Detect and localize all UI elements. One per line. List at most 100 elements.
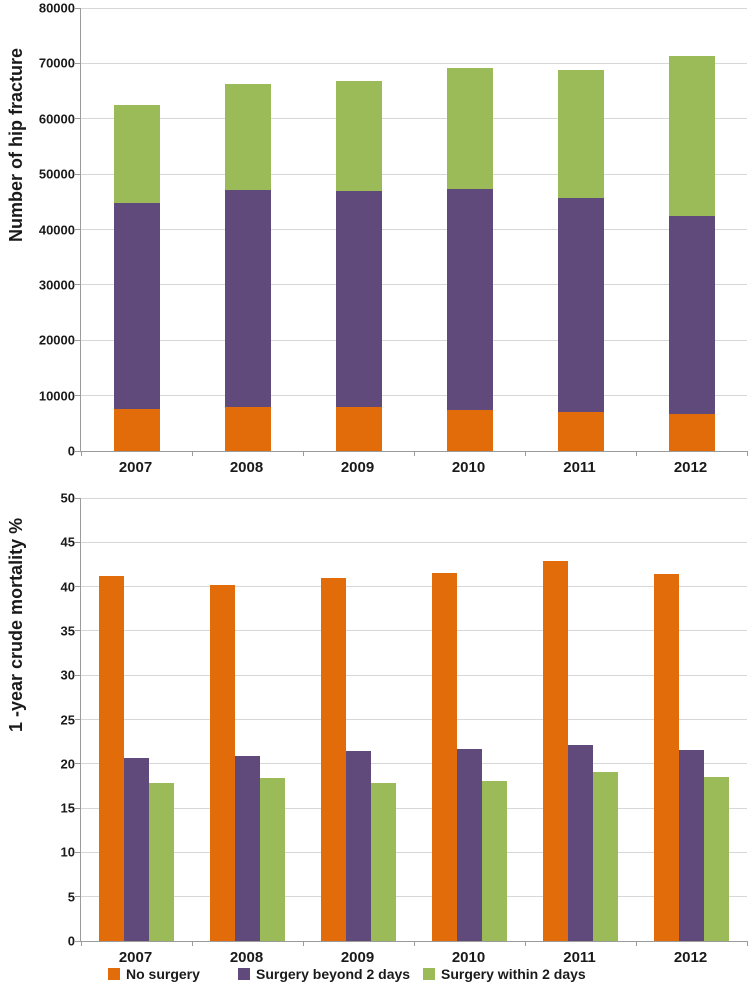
legend-label-surgery-within-2-days: Surgery within 2 days: [441, 966, 586, 982]
bar-2012-surgery-beyond-2-days: [668, 216, 715, 414]
gridline: [81, 7, 747, 9]
y-tick-label: 20: [60, 756, 75, 772]
gridline: [81, 284, 747, 286]
y-tick-mark: [75, 630, 81, 632]
legend-item-surgery-beyond-2-days: Surgery beyond 2 days: [238, 966, 410, 982]
x-tick-label-2012: 2012: [673, 949, 708, 966]
bar-2009-surgery-within-2-days: [371, 783, 396, 941]
y-tick-mark: [75, 229, 81, 230]
y-tick-label: 30000: [38, 277, 75, 293]
bar-2008-surgery-within-2-days: [260, 777, 285, 941]
gridline: [81, 541, 747, 543]
y-tick-mark: [75, 284, 81, 286]
x-axis-labels-bottom: 2007 2008 2009 2010 2011 2012: [80, 949, 746, 969]
y-tick-label: 20000: [38, 332, 75, 348]
hip-fracture-count-chart: Number of hip fracture 0 10000 20000 30000 4…: [0, 0, 751, 492]
y-tick-label: 25: [60, 712, 75, 727]
gridline: [81, 674, 747, 676]
legend-label-surgery-beyond-2-days: Surgery beyond 2 days: [256, 966, 411, 982]
x-tick-mark: [80, 941, 82, 946]
gridline: [81, 851, 747, 853]
y-tick-mark: [75, 62, 81, 64]
bar-2007-no-surgery: [99, 575, 124, 941]
bar-2009-no-surgery: [321, 577, 346, 941]
y-axis-title-bottom: 1 -year crude mortality %: [6, 517, 26, 732]
y-tick-mark: [75, 7, 81, 9]
x-tick-label-2010: 2010: [451, 459, 486, 476]
gridline: [81, 896, 747, 898]
gridline: [81, 807, 747, 809]
y-tick-label: 10: [60, 844, 75, 860]
bar-2012-no-surgery: [654, 574, 679, 941]
gridline: [81, 118, 747, 120]
bar-2010-no-surgery: [432, 573, 457, 941]
bar-2007-no-surgery: [113, 408, 160, 451]
y-tick-mark: [75, 896, 81, 898]
y-tick-mark: [75, 940, 81, 942]
bar-2010-surgery-beyond-2-days: [457, 748, 482, 941]
x-tick-mark: [302, 451, 304, 456]
gridline: [81, 395, 747, 397]
y-tick-label: 80000: [38, 0, 75, 16]
bar-2008-no-surgery: [210, 584, 235, 941]
y-tick-mark: [75, 497, 81, 499]
plot-area-top: 0 10000 20000 30000 40000 50000 60000 70000 8000…: [39, 1, 748, 459]
bar-2008-surgery-beyond-2-days: [235, 755, 260, 941]
x-tick-mark: [191, 451, 193, 456]
y-tick-label: 50: [60, 490, 75, 506]
bar-2011-surgery-beyond-2-days: [568, 745, 593, 941]
x-tick-label-2009: 2009: [340, 949, 375, 966]
x-tick-mark: [746, 941, 748, 946]
bar-2010-surgery-within-2-days: [482, 780, 507, 941]
legend: No surgery Surgery beyond 2 days Surgery…: [0, 966, 751, 986]
y-tick-mark: [75, 339, 81, 341]
y-tick-label: 50000: [38, 166, 75, 182]
y-tick-label: 60000: [38, 111, 75, 127]
bar-2010-surgery-within-2-days: [446, 67, 493, 190]
gridline: [81, 497, 747, 499]
bar-2012-surgery-within-2-days: [668, 56, 715, 217]
x-tick-mark: [413, 941, 415, 946]
bar-2011-no-surgery: [557, 412, 604, 451]
x-tick-mark: [524, 451, 526, 456]
bar-2007-surgery-within-2-days: [149, 783, 174, 941]
y-tick-label: 35: [60, 623, 75, 639]
y-tick-label: 40000: [38, 222, 75, 237]
y-tick-mark: [75, 450, 81, 452]
x-tick-mark: [302, 941, 304, 946]
x-tick-mark: [413, 451, 415, 456]
y-tick-mark: [75, 719, 81, 720]
y-tick-mark: [75, 851, 81, 853]
x-tick-label-2007: 2007: [118, 459, 153, 476]
bar-2008-surgery-beyond-2-days: [224, 189, 271, 408]
x-tick-label-2011: 2011: [563, 459, 596, 476]
bar-2011-surgery-within-2-days: [593, 771, 618, 941]
bar-2011-surgery-beyond-2-days: [557, 197, 604, 413]
x-axis-labels-top: 2007 2008 2009 2010 2011 2012: [80, 459, 746, 479]
x-tick-label-2008: 2008: [229, 949, 264, 966]
x-tick-mark: [635, 451, 637, 456]
legend-swatch-surgery-within-2-days: [423, 968, 435, 980]
x-tick-mark: [80, 451, 82, 456]
legend-swatch-surgery-beyond-2-days: [238, 968, 250, 980]
legend-item-no-surgery: No surgery: [108, 966, 200, 982]
y-tick-label: 10000: [38, 388, 75, 404]
gridline: [81, 62, 747, 64]
y-tick-label: 40: [60, 579, 75, 595]
bar-2009-no-surgery: [335, 407, 382, 451]
y-tick-mark: [75, 173, 81, 175]
y-tick-mark: [75, 807, 81, 809]
x-tick-mark: [191, 941, 193, 946]
bar-2009-surgery-beyond-2-days: [335, 190, 382, 408]
y-tick-label: 45: [60, 534, 75, 550]
y-tick-label: 0: [67, 443, 75, 459]
bar-2009-surgery-beyond-2-days: [346, 751, 371, 941]
gridline: [81, 763, 747, 765]
bar-2008-no-surgery: [224, 407, 271, 451]
y-axis-title-top: Number of hip fracture: [6, 47, 26, 242]
y-tick-label: 15: [60, 800, 75, 816]
gridline: [81, 586, 747, 588]
y-tick-label: 30: [60, 667, 75, 683]
mortality-chart: 1 -year crude mortality % 0 5 10 15 20 25 30 35…: [0, 490, 751, 992]
y-tick-mark: [75, 395, 81, 397]
